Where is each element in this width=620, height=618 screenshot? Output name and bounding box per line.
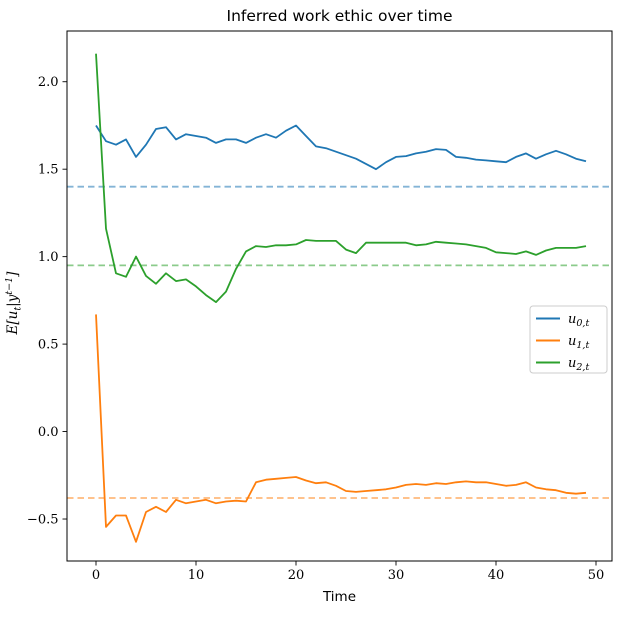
x-tick-label-30: 30 (388, 568, 405, 583)
y-tick-label-1: 1.0 (38, 250, 59, 265)
x-tick-label-0: 0 (92, 568, 100, 583)
y-axis-label-text: E[ut|yt−1] (4, 271, 24, 336)
x-axis: 0 10 20 30 40 50 (92, 561, 604, 583)
chart-title: Inferred work ethic over time (227, 7, 453, 25)
x-tick-label-10: 10 (188, 568, 205, 583)
x-tick-label-20: 20 (288, 568, 305, 583)
y-axis-label: E[ut|yt−1] (4, 271, 24, 336)
reference-lines (67, 185, 612, 499)
y-tick-label-1.5: 1.5 (38, 163, 59, 178)
y-tick-label-2: 2.0 (38, 75, 59, 90)
series-line-u2t (95, 53, 587, 304)
legend-label-0: u0,t (568, 312, 589, 329)
x-tick-label-40: 40 (488, 568, 505, 583)
y-tick-label-0: 0.0 (38, 425, 59, 440)
y-axis: −0.5 0.0 0.5 1.0 1.5 2.0 (27, 75, 67, 528)
y-tick-label--0.5: −0.5 (27, 513, 59, 528)
x-axis-label: Time (322, 589, 356, 605)
legend: u0,t u1,t u2,t (529, 305, 608, 374)
legend-entry-u1t: u1,t (536, 334, 589, 351)
series-line-u1t (95, 314, 587, 543)
x-tick-label-50: 50 (588, 568, 605, 583)
series-lines (95, 53, 587, 543)
legend-box (529, 305, 608, 374)
series-line-u0t (95, 124, 587, 171)
legend-entry-u2t: u2,t (536, 356, 589, 373)
legend-label-2: u2,t (568, 356, 589, 373)
legend-entry-u0t: u0,t (536, 312, 589, 329)
plot-frame (66, 30, 613, 562)
legend-label-1: u1,t (568, 334, 589, 351)
y-tick-label-0.5: 0.5 (38, 338, 59, 353)
